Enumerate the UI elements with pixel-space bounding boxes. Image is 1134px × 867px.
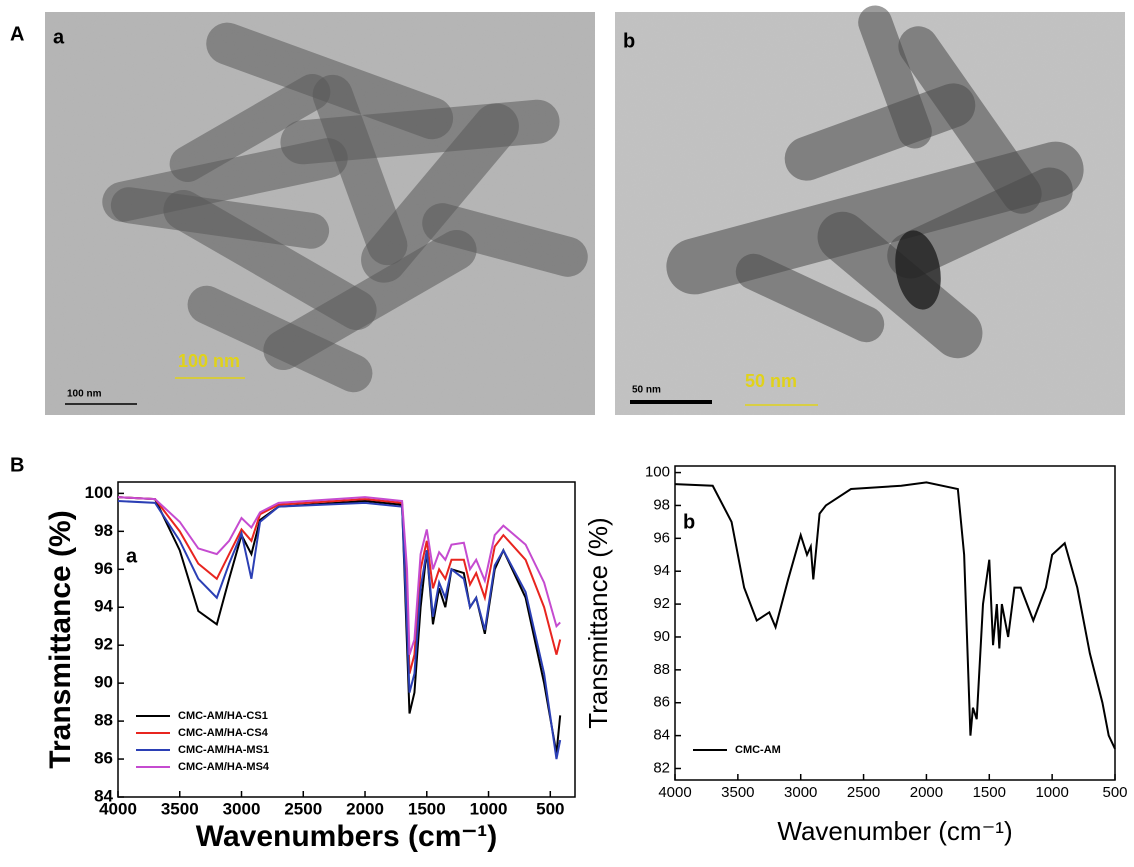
x-tick-label: 1500	[973, 784, 1006, 801]
y-tick-label: 100	[645, 464, 670, 481]
panel-label: B	[10, 454, 24, 476]
panel-label: b	[623, 30, 635, 52]
y-tick-label: 94	[653, 562, 670, 579]
x-tick-label: 4000	[658, 784, 691, 801]
y-tick-label: 98	[653, 496, 670, 513]
y-tick-label: 82	[653, 759, 670, 776]
x-tick-label: 2000	[346, 799, 384, 818]
x-tick-label: 2000	[910, 784, 943, 801]
panel-label: b	[683, 511, 695, 533]
series-line	[117, 499, 562, 760]
scale-overlay: 50 nm	[745, 371, 797, 391]
y-tick-label: 96	[653, 529, 670, 546]
y-tick-label: 92	[653, 595, 670, 612]
panel-label: A	[10, 23, 24, 45]
legend-label: CMC-AM/HA-CS4	[178, 727, 269, 739]
series-line	[117, 496, 561, 655]
panel-label: a	[126, 545, 138, 567]
x-tick-label: 500	[536, 799, 564, 818]
legend-label: CMC-AM	[735, 744, 781, 756]
y-tick-label: 88	[94, 711, 113, 730]
x-tick-label: 2500	[847, 784, 880, 801]
x-axis-label: Wavenumbers (cm⁻¹)	[196, 820, 497, 853]
tem-image: b 50 nm 50 nm	[615, 5, 1125, 415]
y-tick-label: 90	[653, 628, 670, 645]
y-tick-label: 84	[653, 727, 670, 744]
y-axis-label: Transmittance (%)	[44, 510, 77, 768]
x-tick-label: 500	[1102, 784, 1127, 801]
scale-bar-label: 100 nm	[67, 389, 102, 400]
y-tick-label: 86	[94, 749, 113, 768]
x-tick-label: 3500	[161, 799, 199, 818]
x-tick-label: 1500	[408, 799, 446, 818]
legend-label: CMC-AM/HA-CS1	[178, 710, 268, 722]
x-axis-label: Wavenumber (cm⁻¹)	[777, 816, 1012, 846]
plot-frame	[117, 481, 576, 798]
x-tick-label: 3000	[223, 799, 261, 818]
y-tick-label: 94	[94, 597, 113, 616]
x-tick-label: 3500	[721, 784, 754, 801]
x-tick-label: 3000	[784, 784, 817, 801]
y-tick-label: 92	[94, 635, 113, 654]
series-line	[117, 496, 562, 674]
y-tick-label: 86	[653, 694, 670, 711]
x-tick-label: 4000	[99, 799, 137, 818]
y-tick-label: 84	[94, 786, 113, 805]
series-line	[674, 481, 1116, 750]
plot-frame	[674, 465, 1116, 781]
y-tick-label: 88	[653, 661, 670, 678]
x-tick-label: 2500	[284, 799, 322, 818]
x-tick-label: 1000	[470, 799, 508, 818]
y-tick-label: 100	[85, 483, 113, 502]
x-tick-label: 1000	[1035, 784, 1068, 801]
scale-bar-label: 50 nm	[632, 385, 661, 396]
tem-image: a 100 nm 100 nm	[45, 12, 595, 415]
y-axis-label: Transmittance (%)	[583, 517, 613, 728]
scale-overlay: 100 nm	[178, 351, 240, 371]
y-tick-label: 96	[94, 559, 113, 578]
panel-label: a	[53, 26, 65, 48]
legend-label: CMC-AM/HA-MS4	[178, 761, 270, 773]
y-tick-label: 98	[94, 521, 113, 540]
legend-label: CMC-AM/HA-MS1	[178, 744, 269, 756]
y-tick-label: 90	[94, 673, 113, 692]
